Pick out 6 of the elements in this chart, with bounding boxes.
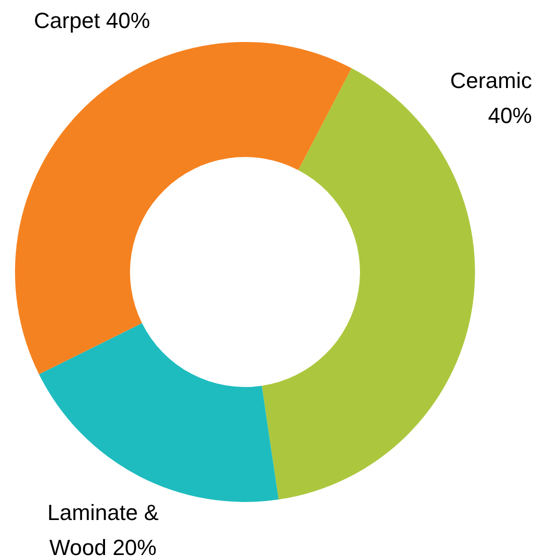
slice-label: Laminate & Wood 20% bbox=[47, 500, 159, 560]
donut-slice bbox=[15, 42, 352, 374]
slice-label: Ceramic bbox=[450, 68, 532, 93]
data-label: 40% bbox=[488, 103, 532, 128]
slice-label: Carpet 40% bbox=[34, 8, 150, 33]
donut-slice bbox=[38, 323, 279, 502]
